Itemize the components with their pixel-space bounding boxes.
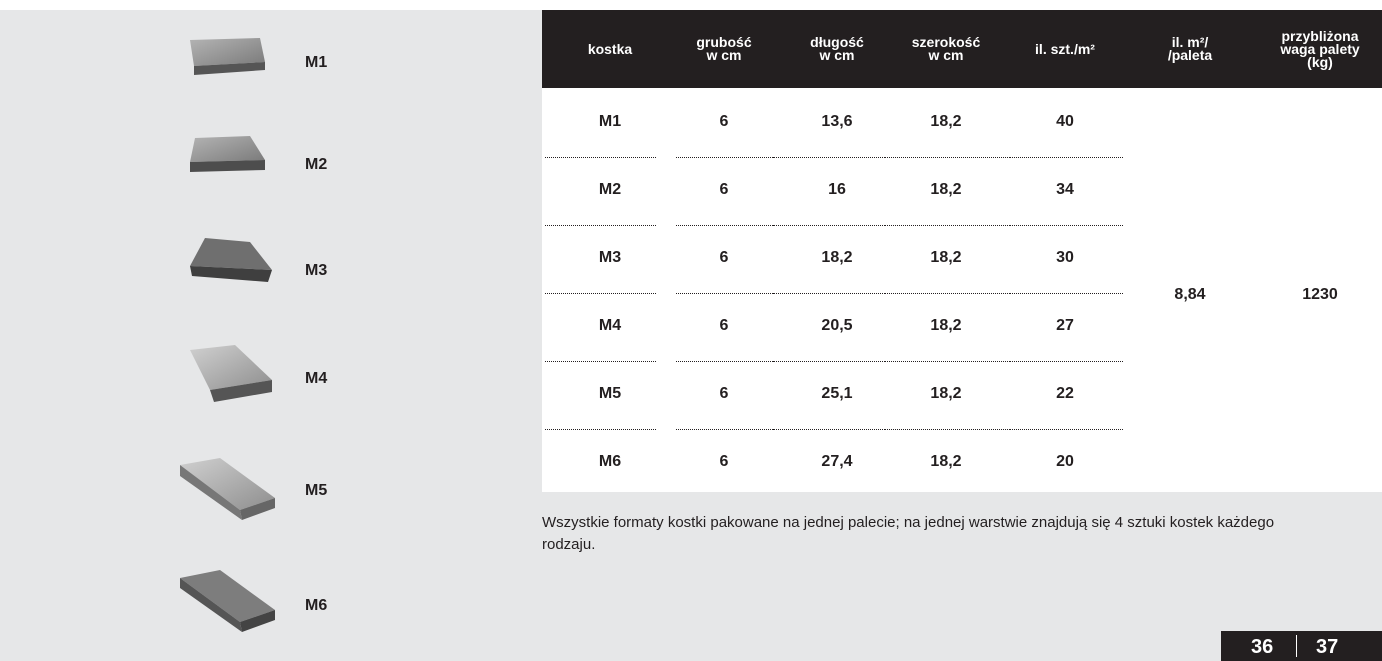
row-divider	[1010, 429, 1123, 430]
product-label: M2	[305, 156, 327, 174]
table-cell: 6	[674, 453, 774, 471]
row-divider	[1010, 157, 1123, 158]
row-divider	[676, 293, 773, 294]
row-divider	[885, 225, 1010, 226]
row-divider	[1010, 225, 1123, 226]
product-label: M4	[305, 370, 327, 388]
table-cell: 13,6	[787, 113, 887, 131]
row-divider	[773, 293, 885, 294]
row-divider	[545, 293, 656, 294]
column-header: (kg)	[1260, 56, 1380, 69]
row-divider	[545, 429, 656, 430]
table-cell: 1230	[1270, 286, 1370, 304]
stone	[190, 38, 265, 75]
row-divider	[773, 225, 885, 226]
note: Wszystkie formaty kostki pakowane na jed…	[542, 512, 1292, 556]
column-header: kostka	[550, 43, 670, 56]
row-divider	[885, 429, 1010, 430]
table-cell: M6	[560, 453, 660, 471]
table-cell: M2	[560, 181, 660, 199]
row-divider	[676, 429, 773, 430]
row-divider	[885, 157, 1010, 158]
stone	[190, 238, 272, 282]
table-cell: M3	[560, 249, 660, 267]
row-divider	[545, 361, 656, 362]
table-cell: 6	[674, 385, 774, 403]
table-cell: 18,2	[896, 113, 996, 131]
table-cell: 27,4	[787, 453, 887, 471]
row-divider	[676, 157, 773, 158]
table-cell: 18,2	[896, 181, 996, 199]
page-number-box: 36 37	[1221, 631, 1382, 661]
column-header: /paleta	[1130, 49, 1250, 62]
row-divider	[545, 225, 656, 226]
row-divider	[545, 157, 656, 158]
table-cell: 22	[1015, 385, 1115, 403]
stone	[190, 136, 265, 172]
table-body	[542, 88, 1382, 492]
product-label: M5	[305, 482, 327, 500]
row-divider	[885, 293, 1010, 294]
stone-images	[150, 20, 290, 640]
table-cell: 25,1	[787, 385, 887, 403]
table-cell: 6	[674, 181, 774, 199]
stone	[180, 458, 275, 520]
table-cell: 6	[674, 317, 774, 335]
table-cell: 20,5	[787, 317, 887, 335]
table-cell: 6	[674, 249, 774, 267]
row-divider	[676, 225, 773, 226]
product-label: M6	[305, 597, 327, 615]
table-cell: 18,2	[896, 453, 996, 471]
column-header: il. szt./m²	[1005, 43, 1125, 56]
table-cell: M5	[560, 385, 660, 403]
separator	[1296, 635, 1297, 657]
table-cell: 18,2	[896, 249, 996, 267]
page: Wszystkie formaty kostki pakowane na jed…	[0, 0, 1382, 661]
page-number: 37	[1316, 636, 1338, 659]
table-cell: 18,2	[896, 317, 996, 335]
row-divider	[676, 361, 773, 362]
table-cell: 6	[674, 113, 774, 131]
top-strip	[0, 0, 1382, 10]
stone	[180, 570, 275, 632]
product-label: M1	[305, 54, 327, 72]
row-divider	[773, 429, 885, 430]
table-cell: 30	[1015, 249, 1115, 267]
table-cell: 18,2	[896, 385, 996, 403]
product-label: M3	[305, 262, 327, 280]
row-divider	[773, 361, 885, 362]
row-divider	[1010, 293, 1123, 294]
table-cell: 40	[1015, 113, 1115, 131]
table-cell: 34	[1015, 181, 1115, 199]
row-divider	[1010, 361, 1123, 362]
table-cell: 16	[787, 181, 887, 199]
page-number: 36	[1251, 636, 1273, 659]
table-cell: 20	[1015, 453, 1115, 471]
column-header: w cm	[886, 49, 1006, 62]
table-cell: 18,2	[787, 249, 887, 267]
column-header: w cm	[777, 49, 897, 62]
table-cell: M1	[560, 113, 660, 131]
column-header: w cm	[664, 49, 784, 62]
table-cell: 8,84	[1140, 286, 1240, 304]
row-divider	[773, 157, 885, 158]
row-divider	[885, 361, 1010, 362]
table-cell: M4	[560, 317, 660, 335]
stone	[190, 345, 272, 402]
table-cell: 27	[1015, 317, 1115, 335]
